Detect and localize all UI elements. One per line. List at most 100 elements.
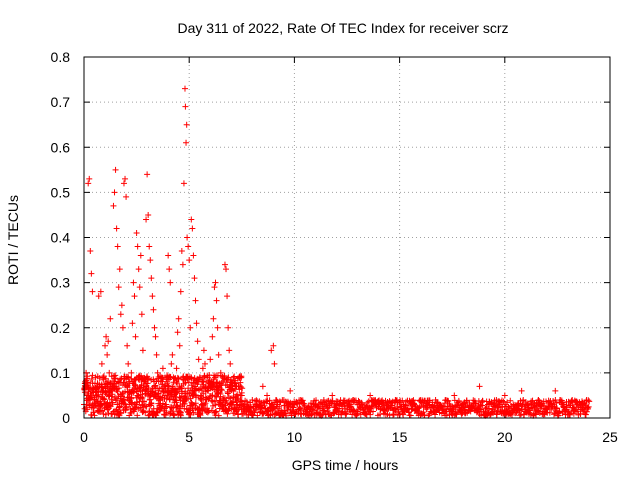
baseline-point: [224, 410, 231, 417]
data-point: [177, 288, 184, 295]
data-point: [153, 351, 160, 358]
data-point: [199, 365, 206, 372]
baseline-point: [343, 410, 350, 417]
data-point: [484, 401, 491, 408]
data-point: [113, 225, 120, 232]
data-point: [238, 392, 245, 399]
data-point: [93, 392, 100, 399]
baseline-point: [190, 409, 197, 416]
baseline-point: [204, 409, 211, 416]
data-point: [183, 121, 190, 128]
baseline-point: [410, 397, 417, 404]
baseline-point: [138, 393, 145, 400]
data-point: [186, 257, 193, 264]
baseline-point: [354, 410, 361, 417]
y-tick-label: 0.4: [51, 230, 71, 246]
data-points: [81, 85, 593, 419]
data-point: [228, 378, 235, 385]
baseline-point: [251, 409, 258, 416]
baseline-point: [187, 395, 194, 402]
data-point: [99, 374, 106, 381]
data-point: [152, 333, 159, 340]
baseline-point: [513, 409, 520, 416]
data-point: [170, 374, 177, 381]
data-point: [123, 193, 130, 200]
baseline-point: [208, 407, 215, 414]
baseline-point: [218, 386, 225, 393]
baseline-point: [212, 408, 219, 415]
y-tick-label: 0.6: [51, 139, 71, 155]
baseline-point: [493, 411, 500, 418]
baseline-point: [458, 411, 465, 418]
data-point: [569, 396, 576, 403]
data-point: [85, 180, 92, 187]
data-point: [375, 401, 382, 408]
data-point: [127, 405, 134, 412]
data-point: [205, 387, 212, 394]
data-point: [215, 351, 222, 358]
axis-layer: 0 0.1 0.2 0.3 0.4 0.5 0.6 0.7 0.8 0 5 10 15 20 25: [51, 49, 618, 445]
baseline-point: [140, 398, 147, 405]
data-point: [552, 387, 559, 394]
data-point: [135, 266, 142, 273]
data-point: [115, 284, 122, 291]
baseline-point: [585, 397, 592, 404]
baseline-point: [584, 404, 591, 411]
data-point: [139, 347, 146, 354]
data-point: [157, 405, 164, 412]
data-point: [535, 396, 542, 403]
data-point: [163, 401, 170, 408]
baseline-point: [498, 404, 505, 411]
data-point: [226, 347, 233, 354]
data-point: [137, 252, 144, 259]
data-point: [333, 401, 340, 408]
data-point: [178, 248, 185, 255]
data-point: [232, 396, 239, 403]
data-point: [172, 396, 179, 403]
baseline-point: [173, 402, 180, 409]
data-point: [190, 252, 197, 259]
baseline-point: [99, 395, 106, 402]
data-point: [312, 401, 319, 408]
data-point: [82, 378, 89, 385]
data-point: [116, 266, 123, 273]
baseline-point: [551, 411, 558, 418]
baseline-point: [102, 375, 109, 382]
data-point: [583, 405, 590, 412]
y-tick-label: 0.3: [51, 275, 71, 291]
baseline-point: [123, 404, 130, 411]
x-tick-label: 15: [392, 429, 408, 445]
data-point: [160, 383, 167, 390]
baseline-point: [158, 404, 165, 411]
baseline-point: [213, 408, 220, 415]
y-axis-label: ROTI / TECUs: [5, 195, 21, 285]
data-point: [518, 387, 525, 394]
baseline-point: [116, 404, 123, 411]
data-point: [90, 387, 97, 394]
data-point: [117, 311, 124, 318]
baseline-point: [134, 412, 141, 419]
baseline-point: [342, 411, 349, 418]
baseline-point: [183, 396, 190, 403]
baseline-point: [546, 409, 553, 416]
baseline-point: [350, 407, 357, 414]
data-point: [179, 261, 186, 268]
baseline-point: [237, 379, 244, 386]
data-point: [126, 401, 133, 408]
baseline-point: [555, 412, 562, 419]
baseline-point: [166, 410, 173, 417]
baseline-point: [582, 411, 589, 418]
data-point: [92, 374, 99, 381]
data-point: [148, 275, 155, 282]
data-point: [162, 392, 169, 399]
data-point: [98, 360, 105, 367]
baseline-point: [478, 399, 485, 406]
baseline-point: [313, 397, 320, 404]
baseline-point: [109, 391, 116, 398]
data-point: [156, 396, 163, 403]
baseline-point: [565, 398, 572, 405]
x-tick-label: 0: [80, 429, 88, 445]
y-tick-label: 0.1: [51, 365, 71, 381]
data-point: [543, 405, 550, 412]
baseline-point: [212, 401, 219, 408]
